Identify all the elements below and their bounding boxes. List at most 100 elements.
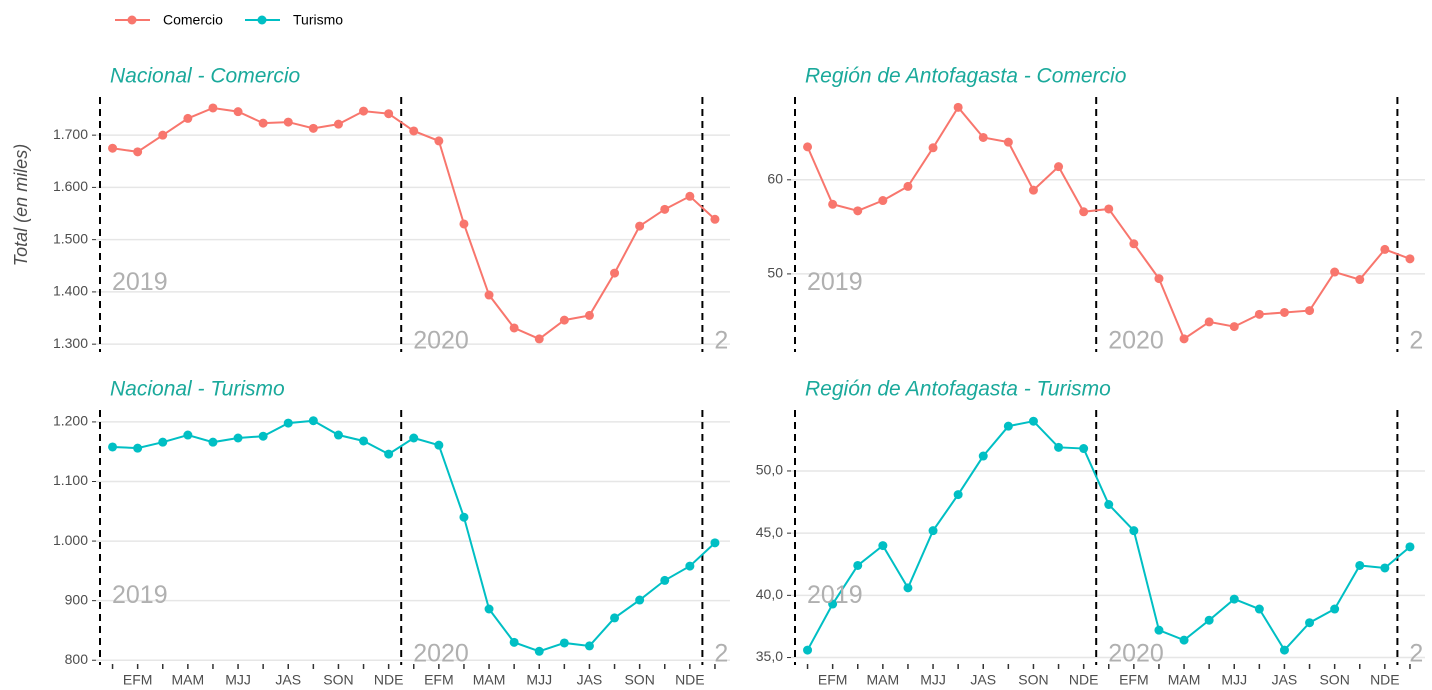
data-point <box>1129 526 1139 536</box>
x-tick-label: NDE <box>374 672 404 688</box>
y-tick-label: 1.400 <box>53 283 88 299</box>
data-point <box>158 437 168 447</box>
data-point <box>283 418 293 428</box>
x-tick-label: JAS <box>275 672 301 688</box>
legend-dot <box>127 15 137 25</box>
y-tick-label: 800 <box>65 651 89 667</box>
data-point <box>484 290 494 300</box>
y-tick-label: 1.300 <box>53 335 88 351</box>
data-point <box>1279 645 1289 655</box>
series-line <box>112 419 716 653</box>
data-point <box>434 136 444 146</box>
series-line <box>806 105 1411 341</box>
data-point <box>258 118 268 128</box>
x-tick-label: JAS <box>577 672 603 688</box>
data-point <box>635 221 645 231</box>
year-label: 2020 <box>1108 326 1164 354</box>
data-point <box>1003 137 1013 147</box>
panel-title: Región de Antofagasta - Comercio <box>805 65 1127 88</box>
data-point <box>459 219 469 229</box>
x-tick-label: MAM <box>172 672 205 688</box>
year-label: 2020 <box>413 326 469 354</box>
data-point <box>1305 618 1315 628</box>
data-point <box>1254 309 1264 319</box>
data-point <box>1154 625 1164 635</box>
data-point <box>233 107 243 117</box>
data-point <box>133 147 143 157</box>
x-tick-label: NDE <box>675 672 705 688</box>
data-point <box>409 433 419 443</box>
data-point <box>233 433 243 443</box>
data-point <box>1305 306 1315 316</box>
y-tick-label: 1.600 <box>53 178 88 194</box>
data-point <box>1028 416 1038 426</box>
panel-title: Nacional - Comercio <box>110 65 301 88</box>
data-point <box>434 440 444 450</box>
year-label: 2 <box>1409 639 1423 667</box>
panel-title: Región de Antofagasta - Turismo <box>805 378 1111 401</box>
data-point <box>459 512 469 522</box>
data-point <box>559 315 569 325</box>
y-tick-label: 40,0 <box>756 586 783 602</box>
year-label: 2 <box>714 326 728 354</box>
x-tick-label: SON <box>1018 672 1048 688</box>
x-tick-label: MJJ <box>920 672 946 688</box>
data-point <box>509 323 519 333</box>
data-point <box>903 583 913 593</box>
data-point <box>359 106 369 116</box>
series-line <box>112 106 716 341</box>
data-point <box>710 538 720 548</box>
data-point <box>584 641 594 651</box>
data-point <box>1054 162 1064 172</box>
x-tick-label: SON <box>624 672 654 688</box>
year-label: 2019 <box>807 268 863 296</box>
data-point <box>283 117 293 127</box>
data-point <box>1229 322 1239 332</box>
data-point <box>685 191 695 201</box>
x-tick-label: MAM <box>1168 672 1201 688</box>
data-point <box>409 126 419 136</box>
data-point <box>158 130 168 140</box>
data-point <box>660 575 670 585</box>
data-point <box>333 430 343 440</box>
data-point <box>1355 560 1365 570</box>
data-point <box>1380 563 1390 573</box>
legend-label: Comercio <box>163 12 223 28</box>
data-point <box>1254 604 1264 614</box>
year-label: 2 <box>1409 326 1423 354</box>
data-point <box>610 613 620 623</box>
data-point <box>1229 594 1239 604</box>
y-axis-title: Total (en miles) <box>11 144 31 266</box>
y-tick-label: 1.100 <box>53 472 88 488</box>
y-tick-label: 50,0 <box>756 462 783 478</box>
data-point <box>1079 207 1089 217</box>
data-point <box>559 638 569 648</box>
data-point <box>1079 444 1089 454</box>
data-point <box>1405 254 1415 264</box>
x-tick-label: MJJ <box>526 672 552 688</box>
data-point <box>183 430 193 440</box>
data-point <box>710 214 720 224</box>
year-label: 2020 <box>1108 639 1164 667</box>
legend-dot <box>257 15 267 25</box>
data-point <box>685 561 695 571</box>
x-tick-label: MJJ <box>1221 672 1247 688</box>
legend: Comercio Turismo <box>115 12 343 28</box>
data-point <box>208 437 218 447</box>
series-line <box>806 420 1411 652</box>
data-point <box>108 143 118 153</box>
data-point <box>1204 317 1214 327</box>
data-point <box>660 204 670 214</box>
x-tick-label: EFM <box>123 672 153 688</box>
x-tick-label: JAS <box>970 672 996 688</box>
data-point <box>183 113 193 123</box>
data-point <box>953 490 963 500</box>
x-tick-label: EFM <box>1119 672 1149 688</box>
data-point <box>308 416 318 426</box>
data-point <box>1129 239 1139 249</box>
data-point <box>903 181 913 191</box>
year-label: 2019 <box>112 268 168 296</box>
data-point <box>828 199 838 209</box>
data-point <box>1204 615 1214 625</box>
data-point <box>1405 542 1415 552</box>
